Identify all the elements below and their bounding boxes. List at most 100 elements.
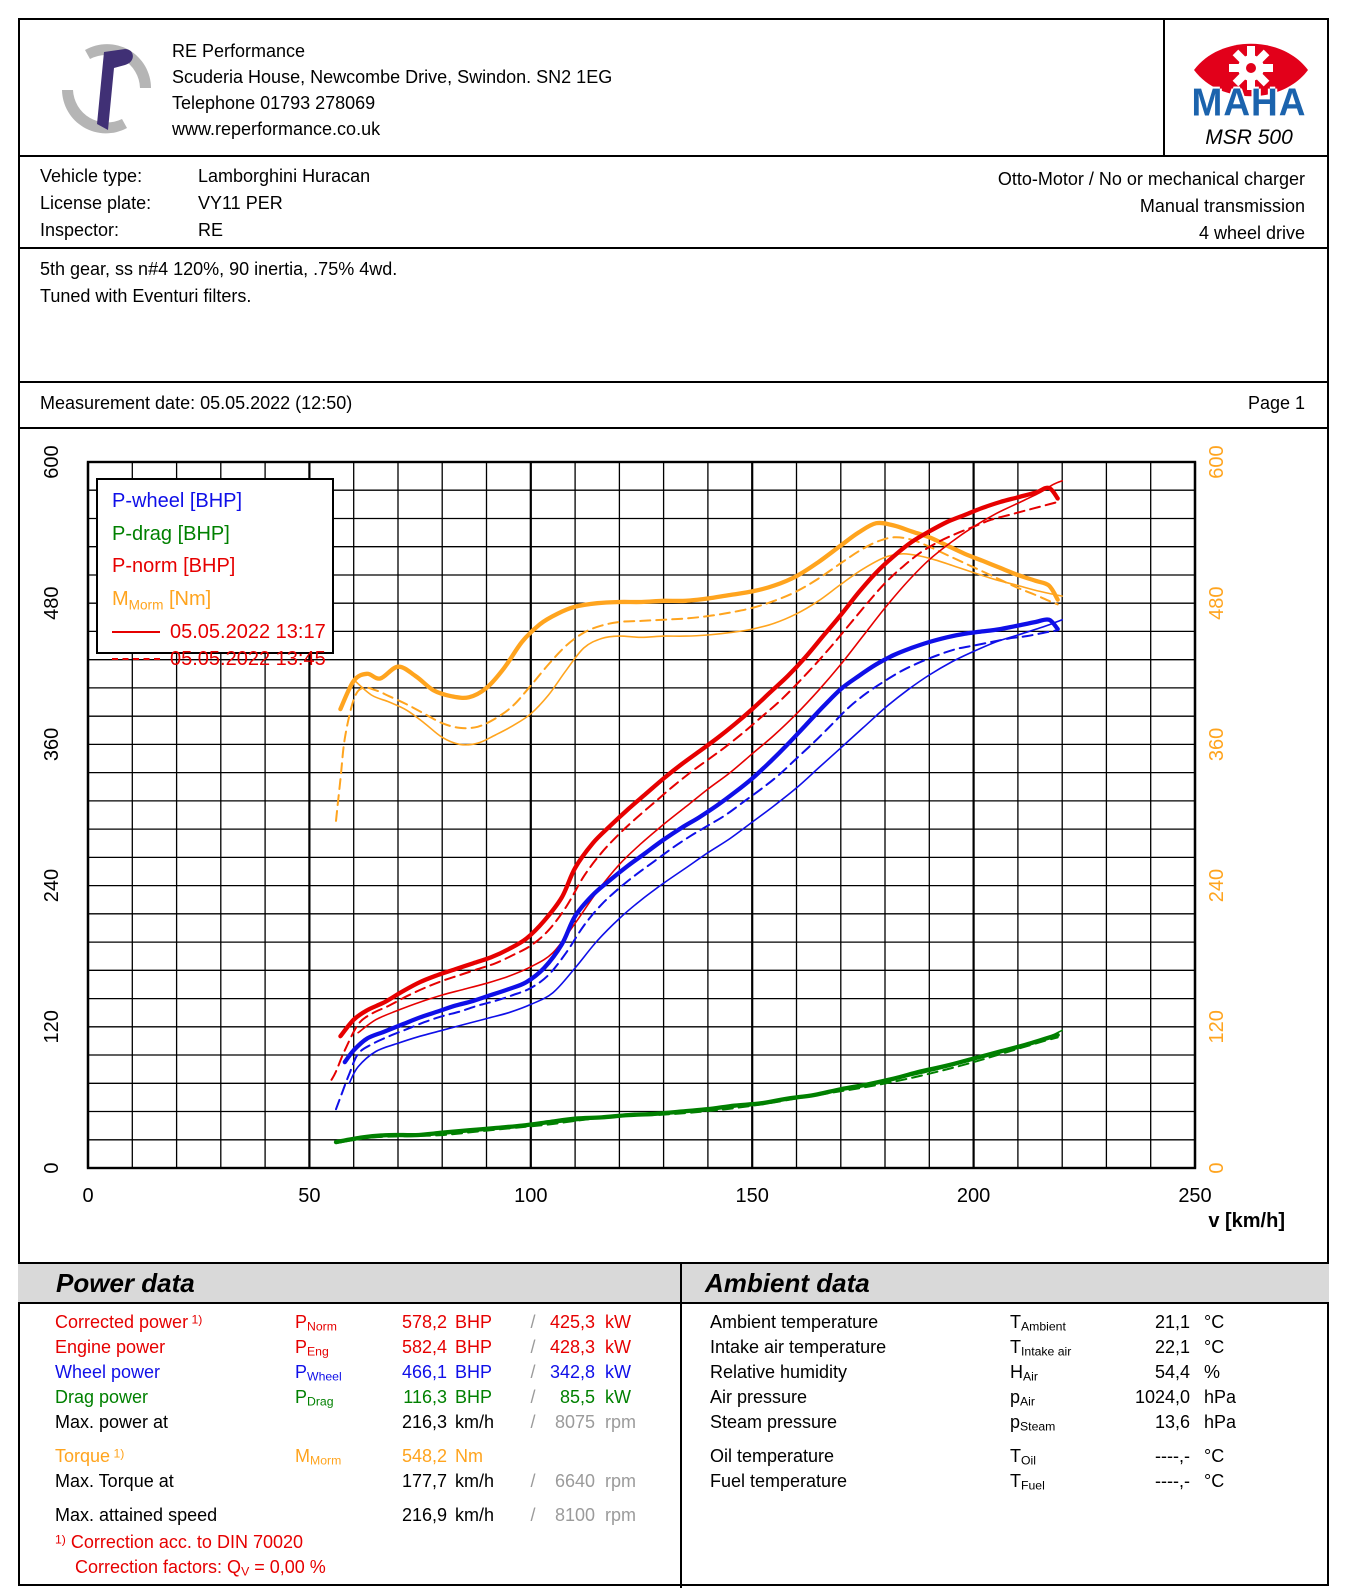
re-performance-logo bbox=[55, 38, 160, 138]
power-row-slash: / bbox=[530, 1312, 536, 1332]
legend-line-sample bbox=[112, 658, 160, 661]
ambient-row-unit: °C bbox=[1204, 1337, 1225, 1357]
ambient-row-unit: °C bbox=[1204, 1312, 1225, 1332]
x-tick-label: 150 bbox=[736, 1185, 769, 1207]
x-tick-label: 200 bbox=[957, 1185, 990, 1207]
ambient-row-value: ----,- bbox=[1155, 1446, 1190, 1466]
ambient-row-symbol: TAmbient bbox=[1010, 1312, 1066, 1334]
power-row-unit1: BHP bbox=[455, 1362, 493, 1382]
engine-type: Otto-Motor / No or mechanical charger bbox=[997, 169, 1305, 189]
power-row-unit2: rpm bbox=[605, 1505, 636, 1525]
power-row-value1: 548,2 bbox=[401, 1446, 447, 1466]
ambient-row-unit: hPa bbox=[1204, 1412, 1237, 1432]
y-tick-label-right: 240 bbox=[1206, 869, 1228, 902]
company-address: Scuderia House, Newcombe Drive, Swindon.… bbox=[172, 67, 613, 87]
power-data-band: Power data bbox=[18, 1262, 680, 1304]
ambient-row-label: Steam pressure bbox=[710, 1412, 838, 1432]
ambient-row: Ambient temperature TAmbient 21,1 °C bbox=[680, 1312, 1329, 1336]
power-row-unit2: rpm bbox=[605, 1412, 636, 1432]
ambient-row: Steam pressure pSteam 13,6 hPa bbox=[680, 1412, 1329, 1436]
legend-run-label: 05.05.2022 13:17 bbox=[170, 620, 326, 643]
ambient-row: Intake air temperature TIntake air 22,1 °C bbox=[680, 1337, 1329, 1361]
power-row-symbol: PWheel bbox=[295, 1362, 342, 1384]
ambient-row-value: 54,4 bbox=[1154, 1362, 1190, 1382]
ambient-row-label: Relative humidity bbox=[710, 1362, 848, 1382]
y-tick-label-left: 240 bbox=[41, 869, 63, 902]
ambient-row-value: ----,- bbox=[1155, 1471, 1190, 1491]
logo-swoosh-bottom bbox=[62, 90, 127, 134]
power-row-label: Max. power at bbox=[55, 1412, 169, 1432]
y-tick-label-right: 0 bbox=[1206, 1162, 1228, 1173]
power-row-value2: 85,5 bbox=[559, 1387, 595, 1407]
power-row-unit1: km/h bbox=[455, 1505, 495, 1525]
vehicle-type-label: Vehicle type: bbox=[40, 166, 143, 186]
power-row-value1: 216,9 bbox=[401, 1505, 447, 1525]
y-tick-label-left: 0 bbox=[41, 1162, 63, 1173]
page-border bbox=[18, 18, 1329, 1586]
ambient-row-label: Air pressure bbox=[710, 1387, 808, 1407]
series-p-norm-current bbox=[338, 485, 1060, 1039]
y-tick-label-right: 480 bbox=[1206, 587, 1228, 620]
engine-transmission-info: Otto-Motor / No or mechanical charger Ma… bbox=[700, 166, 1305, 247]
y-tick-label-left: 360 bbox=[41, 728, 63, 761]
power-row: Max. attained speed 216,9 km/h / 8100 rpm bbox=[18, 1505, 680, 1529]
y-tick-label-right: 600 bbox=[1206, 445, 1228, 478]
legend-item: P-wheel [BHP] bbox=[112, 490, 243, 512]
power-row-value1: 216,3 bbox=[401, 1412, 447, 1432]
power-row-value2: 428,3 bbox=[549, 1337, 595, 1357]
series-p-drag-1317 bbox=[335, 1029, 1063, 1145]
ambient-row-symbol: TFuel bbox=[1010, 1471, 1045, 1493]
dyno-chart: 0 50 100 150 200 250 0 0 120 120 240 240 360 360 480 48… bbox=[41, 445, 1285, 1232]
company-name: RE Performance bbox=[172, 41, 306, 61]
ambient-row-symbol: pAir bbox=[1010, 1387, 1035, 1409]
power-row-unit1: BHP bbox=[455, 1387, 493, 1407]
x-axis-title: v [km/h] bbox=[1208, 1210, 1285, 1232]
correction-factors: Correction factors: QV = 0,00 % bbox=[75, 1557, 326, 1579]
power-row: Drag power PDrag 116,3 BHP / 85,5 kW bbox=[18, 1387, 680, 1411]
ambient-row: Oil temperature TOil ----,- °C bbox=[680, 1446, 1329, 1470]
power-row-slash: / bbox=[530, 1362, 536, 1382]
power-row-unit2: kW bbox=[605, 1312, 631, 1332]
ambient-row-symbol: HAir bbox=[1010, 1362, 1038, 1384]
maha-wordmark: MAHA bbox=[1191, 80, 1307, 124]
plot-border bbox=[86, 460, 1197, 1170]
y-tick-label-left: 120 bbox=[41, 1010, 63, 1043]
series-torque-1345 bbox=[335, 536, 1059, 822]
maha-logo bbox=[1188, 30, 1314, 110]
series-p-wheel-1317 bbox=[348, 618, 1063, 1085]
inspector-label: Inspector: bbox=[40, 220, 120, 240]
section-divider bbox=[680, 1262, 682, 1588]
header-rule bbox=[18, 155, 1329, 157]
series-p-wheel-1345 bbox=[335, 629, 1059, 1111]
logo-r-glyph bbox=[97, 49, 133, 130]
power-row-value2: 6640 bbox=[554, 1471, 595, 1491]
ambient-data-table: Ambient temperature TAmbient 21,1 °C Intake … bbox=[680, 1304, 1329, 1534]
ambient-row-value: 13,6 bbox=[1154, 1412, 1190, 1432]
vehicle-rule bbox=[18, 247, 1329, 249]
power-row-value1: 177,7 bbox=[401, 1471, 447, 1491]
y-tick-label-right: 360 bbox=[1206, 728, 1228, 761]
company-block: RE Performance Scuderia House, Newcombe … bbox=[172, 38, 1072, 142]
ambient-row-label: Oil temperature bbox=[710, 1446, 835, 1466]
series-torque-1317 bbox=[352, 552, 1063, 746]
power-row-unit1: BHP bbox=[455, 1312, 493, 1332]
ambient-row-unit: % bbox=[1204, 1362, 1221, 1382]
transmission-type: Manual transmission bbox=[1139, 196, 1305, 216]
company-phone: Telephone 01793 278069 bbox=[172, 93, 376, 113]
legend-item: P-norm [BHP] bbox=[112, 555, 236, 578]
legend-line-sample bbox=[112, 631, 160, 634]
power-row-slash: / bbox=[530, 1387, 536, 1407]
power-row-value2: 8100 bbox=[554, 1505, 595, 1525]
header-divider bbox=[1163, 18, 1165, 155]
power-row-unit2: kW bbox=[605, 1387, 631, 1407]
power-row-label: Torque 1) bbox=[55, 1446, 125, 1466]
x-tick-label: 0 bbox=[82, 1185, 93, 1207]
x-tick-label: 100 bbox=[514, 1185, 547, 1207]
power-row-label: Drag power bbox=[55, 1387, 149, 1407]
power-row-unit2: kW bbox=[605, 1362, 631, 1382]
power-row: Max. power at 216,3 km/h / 8075 rpm bbox=[18, 1412, 680, 1436]
ambient-row-unit: hPa bbox=[1204, 1387, 1237, 1407]
ambient-row-symbol: TIntake air bbox=[1010, 1337, 1072, 1359]
legend-item: MMorm [Nm] bbox=[112, 588, 212, 613]
